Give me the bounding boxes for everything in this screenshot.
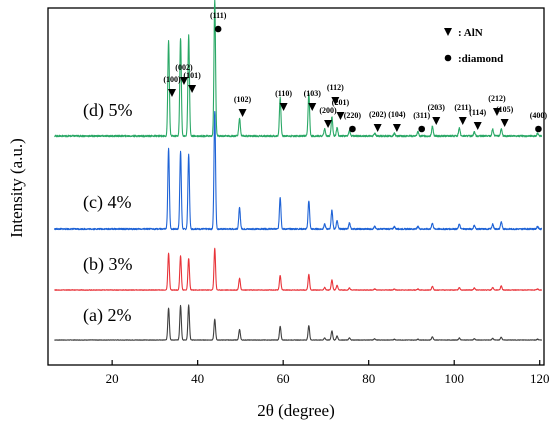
x-tick-label: 60 <box>277 371 290 386</box>
series-label: (b) 3% <box>83 254 132 275</box>
aln-marker <box>331 97 340 105</box>
annotation-layer: (100) (002)(101) (111) (102) (110) (103) (200)… <box>163 11 548 133</box>
aln-marker <box>392 124 401 132</box>
diamond-marker <box>214 25 222 33</box>
series-line <box>53 247 543 291</box>
aln-marker <box>336 112 345 120</box>
aln-marker <box>179 77 188 85</box>
series-4: (d) 5% <box>54 0 543 138</box>
hkl-label: (311) <box>413 111 430 120</box>
diamond-marker <box>349 125 356 133</box>
diamond-marker <box>418 125 426 133</box>
series-2: (b) 3% <box>53 247 543 291</box>
hkl-label: (102) <box>234 95 252 104</box>
series-line <box>53 110 543 231</box>
series-3: (c) 4% <box>53 110 543 231</box>
hkl-label: (110) <box>275 89 292 98</box>
aln-marker <box>373 124 382 132</box>
series-line <box>54 304 543 341</box>
hkl-label: (105) <box>496 105 514 114</box>
x-tick-label: 80 <box>362 371 375 386</box>
hkl-label: (100) <box>163 75 181 84</box>
x-tick-label: 40 <box>191 371 204 386</box>
series-label: (c) 4% <box>83 192 131 213</box>
hkl-label: (203) <box>428 103 446 112</box>
x-tick-label: 100 <box>444 371 464 386</box>
hkl-label: (104) <box>388 110 406 119</box>
series-label: (a) 2% <box>83 305 131 326</box>
x-tick-label: 120 <box>530 371 550 386</box>
hkl-label: (112) <box>327 83 344 92</box>
aln-marker <box>168 89 176 97</box>
series-layer: (a) 2% (b) 3% (c) 4% (d) 5% <box>53 0 543 341</box>
aln-marker <box>188 85 197 93</box>
diamond-marker <box>535 125 542 133</box>
hkl-label: (200) <box>319 106 337 115</box>
plot-frame <box>47 7 545 366</box>
x-axis-label: 2θ (degree) <box>257 401 335 420</box>
legend-aln-marker <box>444 28 452 36</box>
series-line <box>54 0 543 138</box>
legend-diamond-label: :diamond <box>458 53 503 65</box>
hkl-label: (111) <box>210 11 227 20</box>
aln-marker <box>492 108 501 116</box>
series-1: (a) 2% <box>54 304 543 341</box>
aln-marker <box>238 109 247 117</box>
y-axis-label: Intensity (a.u.) <box>7 138 26 238</box>
aln-marker <box>279 103 288 111</box>
hkl-label: (002) <box>175 63 193 72</box>
hkl-label: (202) <box>369 110 387 119</box>
hkl-label: (400) <box>530 111 548 120</box>
hkl-label: (211) <box>454 103 471 112</box>
legend-aln-label: : AlN <box>458 27 483 39</box>
aln-marker <box>473 122 482 130</box>
x-tick-label: 20 <box>106 371 119 386</box>
legend: : AlN :diamond <box>444 27 503 65</box>
aln-marker <box>308 103 317 111</box>
hkl-label: (212) <box>488 94 506 103</box>
hkl-label: (201) <box>332 98 350 107</box>
legend-diamond-marker <box>444 54 452 62</box>
hkl-label: (103) <box>304 89 322 98</box>
aln-marker <box>458 117 467 125</box>
aln-marker <box>500 119 509 127</box>
aln-marker <box>432 117 441 125</box>
hkl-label: (101) <box>183 71 201 80</box>
hkl-label: (114) <box>469 108 486 117</box>
hkl-label: (220) <box>344 111 362 120</box>
aln-marker <box>324 120 333 128</box>
series-label: (d) 5% <box>83 100 132 121</box>
x-axis: 20 40 60 80 100 120 <box>106 360 550 386</box>
